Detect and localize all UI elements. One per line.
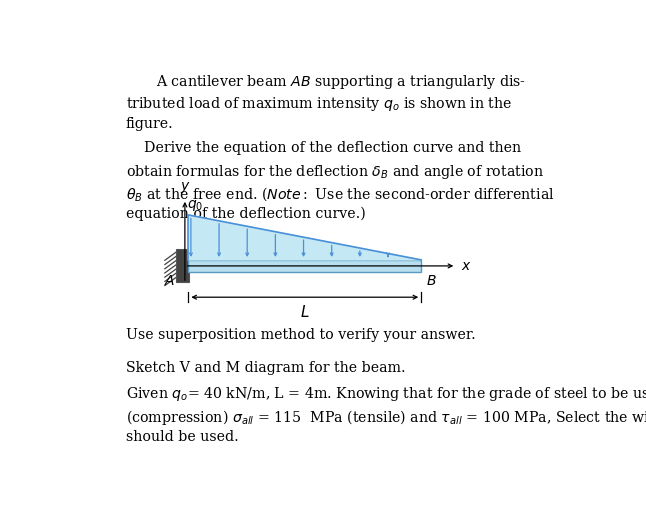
Text: $B$: $B$ (426, 274, 437, 288)
Text: Use superposition method to verify your answer.: Use superposition method to verify your … (126, 328, 475, 342)
Text: $L$: $L$ (300, 304, 309, 320)
Text: (compression) $\sigma_{all}$ = 115  MPa (tensile) and $\tau_{all}$ = 100 MPa, Se: (compression) $\sigma_{all}$ = 115 MPa (… (126, 407, 646, 427)
Text: tributed load of maximum intensity $q_o$ is shown in the: tributed load of maximum intensity $q_o$… (126, 95, 512, 113)
Text: obtain formulas for the deflection $\delta_B$ and angle of rotation: obtain formulas for the deflection $\del… (126, 163, 544, 181)
Bar (176, 249, 189, 282)
Text: Given $q_o$= 40 kN/m, L = 4m. Knowing that for the grade of steel to be used $\s: Given $q_o$= 40 kN/m, L = 4m. Knowing th… (126, 386, 646, 403)
Text: should be used.: should be used. (126, 430, 238, 443)
Polygon shape (189, 215, 421, 260)
Text: figure.: figure. (126, 117, 174, 131)
Text: $y$: $y$ (180, 180, 190, 195)
Text: Sketch V and M diagram for the beam.: Sketch V and M diagram for the beam. (126, 362, 406, 376)
Text: $x$: $x$ (461, 259, 472, 273)
Text: $\theta_B$ at the free end. ($Note:$ Use the second-order differential: $\theta_B$ at the free end. ($Note:$ Use… (126, 185, 554, 203)
Text: $A$: $A$ (163, 274, 175, 288)
Text: equation of the deflection curve.): equation of the deflection curve.) (126, 207, 366, 221)
Text: Derive the equation of the deflection curve and then: Derive the equation of the deflection cu… (126, 141, 521, 155)
Text: $q_0$: $q_0$ (187, 198, 203, 213)
Bar (189, 260, 421, 272)
Text: A cantilever beam $AB$ supporting a triangularly dis-: A cantilever beam $AB$ supporting a tria… (156, 72, 526, 91)
